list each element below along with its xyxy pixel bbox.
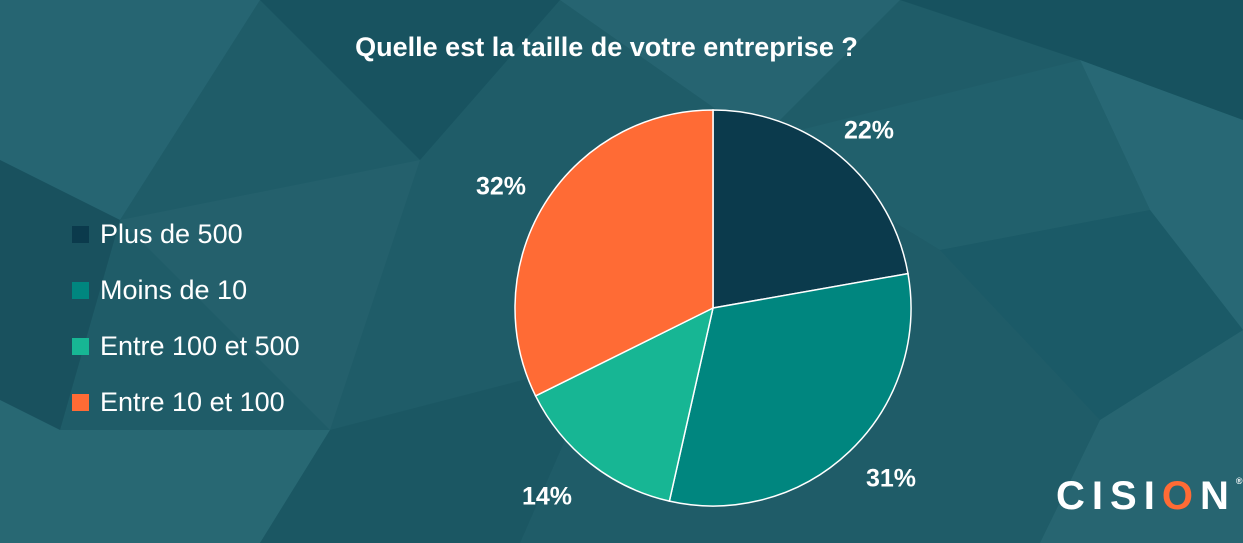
pie-slice-plus-de-500 (712, 109, 909, 309)
legend-label: Plus de 500 (100, 218, 243, 249)
data-label: 22% (844, 117, 894, 145)
pie-chart: 22% 31% 14% 32% (476, 109, 916, 511)
legend-swatch (72, 337, 89, 355)
legend-item-entre-100-et-500: Entre 100 et 500 (72, 318, 300, 374)
legend-label: Moins de 10 (100, 274, 248, 305)
logo-text: CISION (1056, 474, 1236, 518)
legend-label: Entre 100 et 500 (100, 330, 300, 361)
legend-label: Entre 10 et 100 (100, 386, 285, 417)
cision-logo: CISION® (1056, 474, 1242, 519)
legend-item-moins-de-10: Moins de 10 (72, 262, 300, 318)
pie-slice-moins-de-10 (668, 272, 912, 507)
legend-swatch (72, 393, 89, 411)
legend-item-entre-10-et-100: Entre 10 et 100 (72, 374, 300, 430)
legend-swatch (72, 225, 89, 243)
pie-slice-entre-10-et-100 (514, 109, 714, 397)
chart-title: Quelle est la taille de votre entreprise… (355, 32, 858, 62)
legend-swatch (72, 281, 89, 299)
pie-slice-entre-100-et-500 (534, 306, 715, 503)
data-label: 14% (522, 483, 572, 511)
data-label: 32% (476, 173, 526, 201)
data-label: 31% (866, 465, 916, 493)
trademark-symbol: ® (1235, 476, 1243, 486)
chart-legend: Plus de 500 Moins de 10 Entre 100 et 500… (72, 206, 300, 430)
legend-item-plus-de-500: Plus de 500 (72, 206, 300, 262)
